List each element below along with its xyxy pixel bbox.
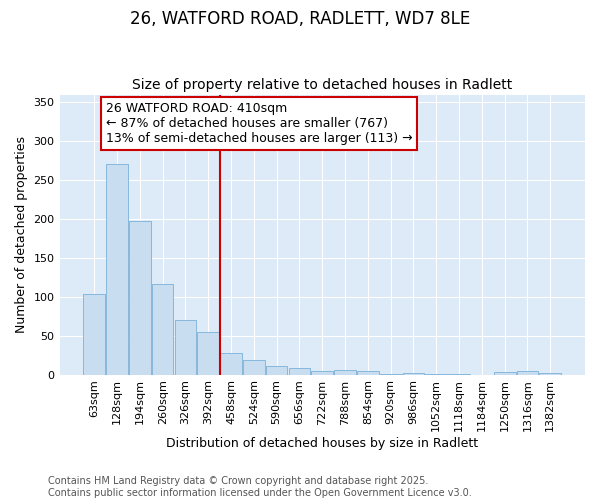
Bar [243, 360, 265, 374]
Bar [129, 222, 151, 374]
Bar [311, 370, 333, 374]
Bar [220, 353, 242, 374]
Bar [494, 372, 515, 374]
Bar [403, 373, 424, 374]
Text: 26 WATFORD ROAD: 410sqm
← 87% of detached houses are smaller (767)
13% of semi-d: 26 WATFORD ROAD: 410sqm ← 87% of detache… [106, 102, 412, 146]
Bar [106, 164, 128, 374]
Bar [517, 372, 538, 374]
Text: Contains HM Land Registry data © Crown copyright and database right 2025.
Contai: Contains HM Land Registry data © Crown c… [48, 476, 472, 498]
Text: 26, WATFORD ROAD, RADLETT, WD7 8LE: 26, WATFORD ROAD, RADLETT, WD7 8LE [130, 10, 470, 28]
Bar [539, 373, 561, 374]
Bar [334, 370, 356, 374]
Bar [357, 370, 379, 374]
Bar [197, 332, 219, 374]
Bar [289, 368, 310, 374]
Bar [175, 320, 196, 374]
Bar [83, 294, 105, 374]
Title: Size of property relative to detached houses in Radlett: Size of property relative to detached ho… [132, 78, 512, 92]
X-axis label: Distribution of detached houses by size in Radlett: Distribution of detached houses by size … [166, 437, 478, 450]
Bar [152, 284, 173, 374]
Bar [266, 366, 287, 374]
Y-axis label: Number of detached properties: Number of detached properties [15, 136, 28, 333]
